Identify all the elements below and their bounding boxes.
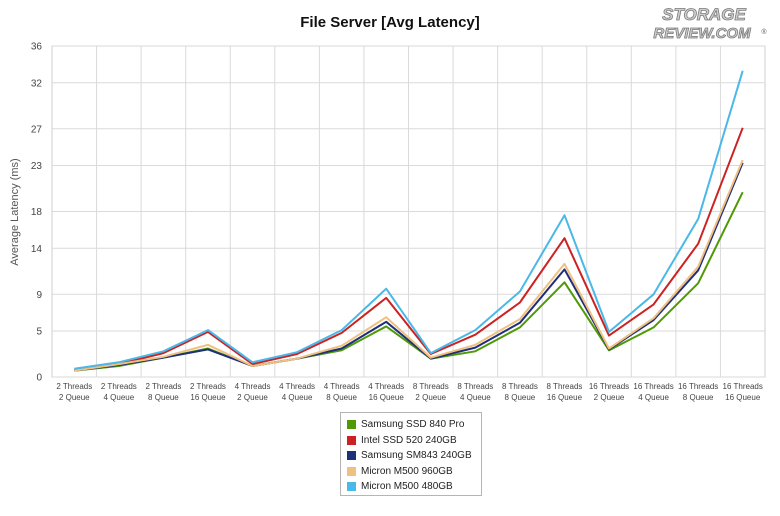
x-tick-label: 2 Queue [237, 393, 268, 402]
legend-label: Micron M500 480GB [361, 481, 453, 493]
series-line-4 [74, 159, 744, 372]
chart-title: File Server [Avg Latency] [300, 14, 480, 31]
x-tick-label: 4 Queue [638, 393, 669, 402]
legend-item: Micron M500 480GB [347, 479, 481, 495]
y-tick-label: 27 [31, 124, 43, 135]
x-tick-label: 8 Queue [683, 393, 714, 402]
x-tick-label: 2 Queue [415, 393, 446, 402]
legend-swatch [347, 482, 356, 492]
x-tick-label: 4 Threads [368, 382, 404, 391]
x-tick-label: 16 Queue [725, 393, 761, 402]
y-tick-label: 5 [36, 327, 42, 338]
legend-label: Samsung SM843 240GB [361, 450, 472, 462]
legend-swatch [347, 420, 356, 430]
x-tick-label: 16 Threads [633, 382, 673, 391]
y-tick-label: 23 [31, 161, 43, 172]
y-tick-label: 36 [31, 42, 43, 53]
legend-label: Samsung SSD 840 Pro [361, 419, 465, 431]
x-tick-label: 4 Queue [460, 393, 491, 402]
y-axis-label: Average Latency (ms) [9, 158, 21, 265]
y-tick-label: 9 [36, 290, 42, 301]
x-tick-label: 4 Queue [282, 393, 313, 402]
series-line-2 [74, 127, 744, 371]
x-tick-label: 2 Threads [101, 382, 137, 391]
storagereview-logo: STORAGE REVIEW.COM ® [653, 5, 767, 43]
x-tick-label: 8 Threads [502, 382, 538, 391]
y-tick-labels: 0 5 9 14 18 23 27 32 36 [31, 42, 43, 384]
x-tick-label: 16 Queue [369, 393, 405, 402]
x-tick-label: 4 Threads [324, 382, 360, 391]
legend-item: Samsung SSD 840 Pro [347, 417, 481, 433]
x-tick-label: 2 Threads [190, 382, 226, 391]
y-tick-label: 32 [31, 78, 43, 89]
legend-item: Samsung SM843 240GB [347, 448, 481, 464]
legend-label: Micron M500 960GB [361, 465, 453, 477]
x-tick-labels: 2 Threads 2 Queue 2 Threads 4 Queue 2 Thread… [56, 382, 763, 402]
x-tick-label: 8 Queue [148, 393, 179, 402]
legend-swatch [347, 451, 356, 461]
series-lines [74, 70, 744, 372]
y-tick-label: 0 [36, 373, 42, 384]
y-tick-label: 14 [31, 244, 43, 255]
x-tick-label: 2 Threads [145, 382, 181, 391]
x-tick-label: 2 Queue [594, 393, 625, 402]
x-tick-label: 16 Threads [589, 382, 629, 391]
logo-line1: STORAGE [662, 5, 746, 24]
x-tick-label: 4 Queue [103, 393, 134, 402]
logo-registered-mark: ® [761, 28, 767, 36]
x-tick-label: 8 Threads [413, 382, 449, 391]
legend-label: Intel SSD 520 240GB [361, 434, 457, 446]
x-tick-label: 8 Queue [326, 393, 357, 402]
x-tick-label: 16 Threads [723, 382, 763, 391]
legend-item: Micron M500 960GB [347, 464, 481, 480]
legend-swatch [347, 435, 356, 445]
x-tick-label: 16 Queue [547, 393, 583, 402]
series-line-3 [74, 162, 744, 372]
legend-item: Intel SSD 520 240GB [347, 433, 481, 449]
chart-grid [51, 45, 766, 378]
logo-line2: REVIEW.COM [653, 25, 751, 42]
x-tick-label: 8 Threads [547, 382, 583, 391]
x-tick-label: 2 Threads [56, 382, 92, 391]
x-tick-label: 4 Threads [235, 382, 271, 391]
y-tick-label: 18 [31, 207, 43, 218]
chart-legend: Samsung SSD 840 Pro Intel SSD 520 240GB Sa… [340, 412, 482, 496]
x-tick-label: 16 Queue [190, 393, 226, 402]
legend-swatch [347, 466, 356, 476]
series-line-5 [74, 70, 744, 370]
x-tick-label: 8 Queue [505, 393, 536, 402]
x-tick-label: 4 Threads [279, 382, 315, 391]
x-tick-label: 8 Threads [457, 382, 493, 391]
x-tick-label: 2 Queue [59, 393, 90, 402]
x-tick-label: 16 Threads [678, 382, 718, 391]
